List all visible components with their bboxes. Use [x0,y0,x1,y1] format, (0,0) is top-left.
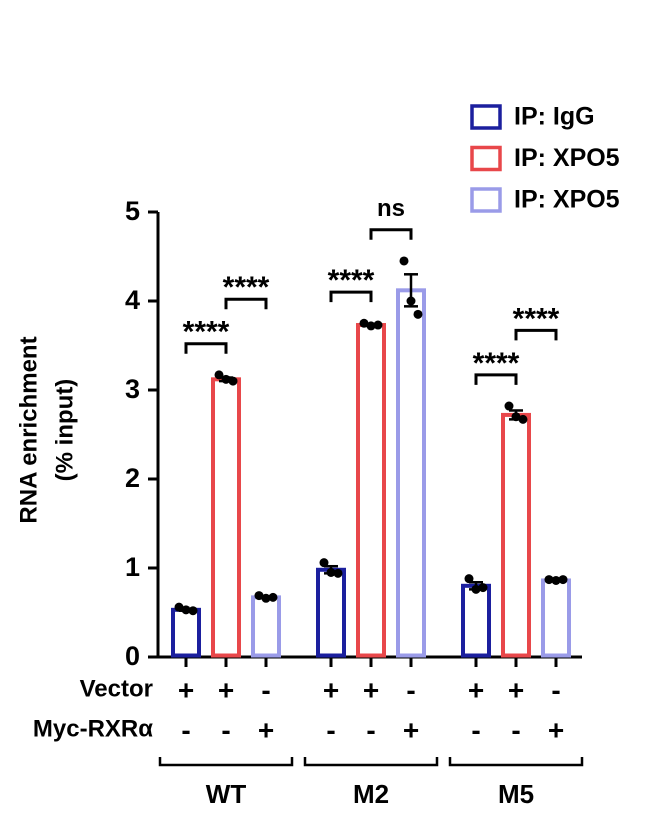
row-label: Myc-RXRα [33,715,153,742]
y-tick-label: 5 [125,196,140,226]
bar [171,607,201,658]
group-bracket [303,757,439,767]
group-label: M2 [353,779,389,809]
data-point [181,605,191,615]
significance-bracket [184,342,228,354]
y-axis-label: (% input) [51,379,78,482]
data-point [551,575,561,585]
significance-bracket [329,290,373,303]
legend-label: IP: XPO5 [514,186,620,214]
data-point [326,567,336,577]
group-bracket [158,757,294,767]
legend-swatch [470,145,502,172]
bar [211,377,241,658]
data-point [268,592,278,602]
row-label: Vector [80,675,153,702]
data-point [254,591,264,601]
row-mark: + [548,714,564,745]
significance-bracket [224,297,268,310]
row-mark: - [221,714,230,745]
row-mark: + [403,714,419,745]
group-bracket [448,757,584,767]
data-point [359,318,369,328]
data-point [471,584,481,594]
significance-bracket [474,373,518,385]
data-point [478,583,488,593]
significance-label: **** [328,264,375,297]
bar [356,323,386,658]
data-point [413,309,423,319]
data-point [406,296,416,306]
data-point [214,370,224,380]
data-point [511,412,521,422]
bar [316,567,346,658]
row-mark: - [406,674,415,705]
y-tick-label: 4 [125,285,140,315]
legend-label: IP: XPO5 [514,144,620,172]
data-point [518,414,528,424]
data-point [333,568,343,578]
data-point [373,320,383,330]
significance-bracket [514,328,558,341]
data-point [558,575,568,585]
data-point [188,606,198,616]
y-tick-label: 0 [125,641,140,671]
row-mark: + [218,674,234,705]
data-point [319,558,329,568]
y-axis-label: RNA enrichment [15,336,42,523]
data-point [464,574,474,584]
row-mark: - [551,674,560,705]
bar [461,583,491,658]
row-mark: + [323,674,339,705]
significance-label: **** [223,271,270,304]
bar [541,578,571,658]
data-point [221,374,231,384]
data-point [504,401,514,411]
group-label: M5 [498,779,534,809]
significance-bracket [369,228,413,240]
row-mark: + [508,674,524,705]
significance-label: **** [473,347,520,380]
data-point [261,593,271,603]
bar [501,412,531,658]
bar [396,288,426,658]
data-point [174,602,184,612]
y-tick-label: 3 [125,374,140,404]
row-mark: - [471,714,480,745]
y-tick-label: 1 [125,552,140,582]
row-mark: - [181,714,190,745]
row-mark: + [468,674,484,705]
legend-label: IP: IgG [514,103,595,131]
row-mark: - [261,674,270,705]
significance-label: ns [377,195,405,222]
row-mark: + [178,674,194,705]
row-mark: + [258,714,274,745]
row-mark: + [363,674,379,705]
group-label: WT [206,779,247,809]
data-point [228,376,238,386]
legend-swatch [470,187,502,213]
data-point [544,575,554,585]
bar [251,595,281,658]
significance-label: **** [183,316,230,349]
significance-label: **** [513,302,560,335]
row-mark: - [326,714,335,745]
data-point [399,256,409,266]
row-mark: - [511,714,520,745]
y-tick-label: 2 [125,463,140,493]
data-point [366,321,376,331]
legend-swatch [470,104,502,130]
row-mark: - [366,714,375,745]
